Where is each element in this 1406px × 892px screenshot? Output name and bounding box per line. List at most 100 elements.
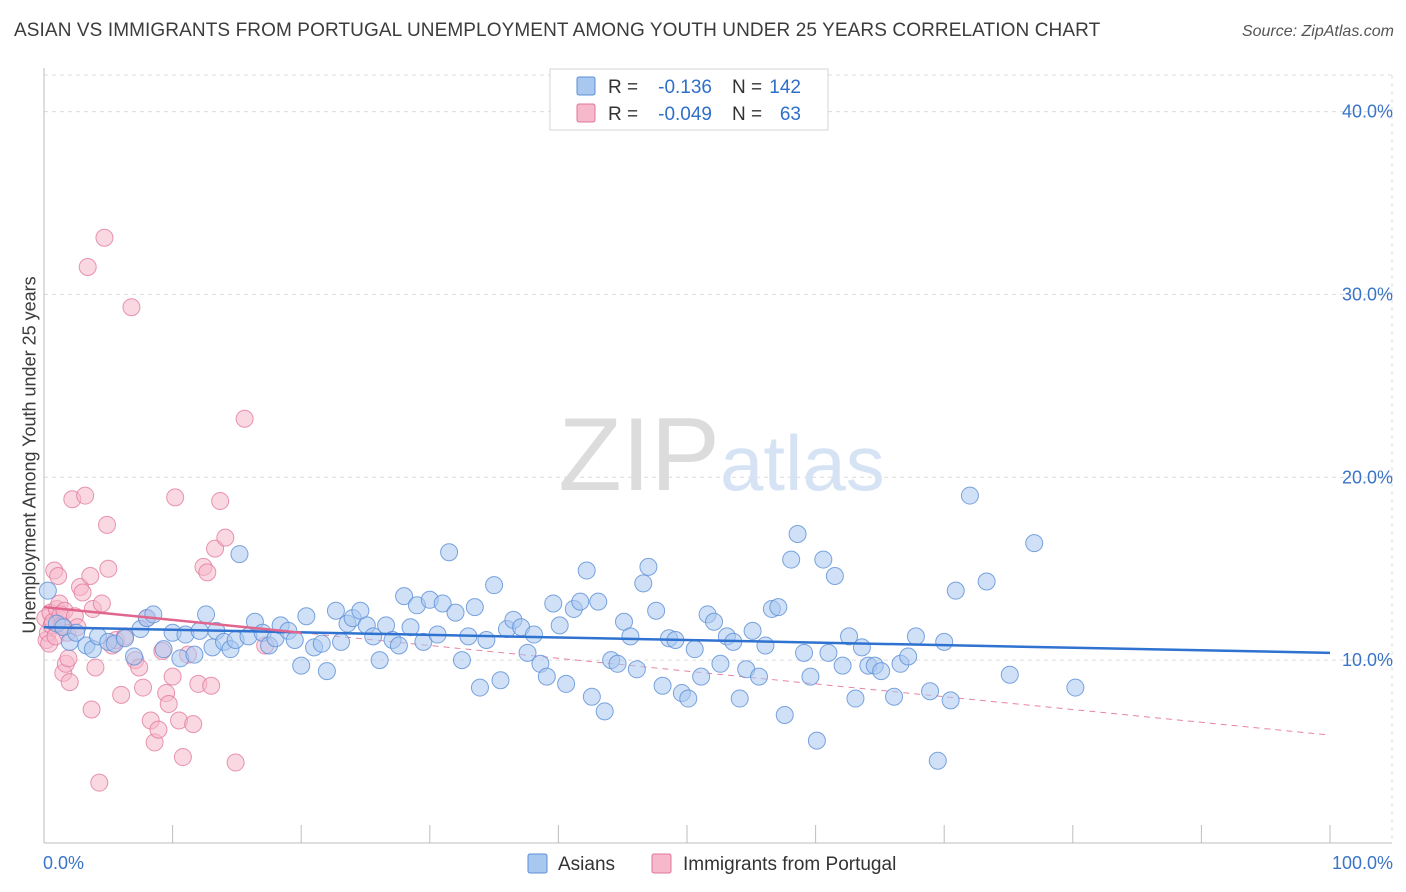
asian-point bbox=[326, 601, 345, 620]
asian-point bbox=[116, 629, 135, 648]
asian-point bbox=[852, 638, 871, 657]
asian-point bbox=[634, 574, 653, 593]
asian-point bbox=[872, 662, 891, 681]
legend-asians-label: Asians bbox=[558, 854, 615, 875]
asian-point bbox=[312, 634, 331, 653]
portugal-trend-line bbox=[43, 605, 302, 634]
portugal-points bbox=[36, 228, 275, 792]
x-tick-label-max: 100.0% bbox=[1332, 853, 1393, 873]
chart-title: ASIAN VS IMMIGRANTS FROM PORTUGAL UNEMPL… bbox=[14, 20, 1101, 41]
portugal-r-label: R = bbox=[608, 104, 638, 125]
asian-point bbox=[1066, 678, 1085, 697]
asian-point bbox=[756, 636, 775, 655]
series-legend: Asians Immigrants from Portugal bbox=[527, 853, 896, 875]
portugal-n-label: N = bbox=[732, 104, 762, 125]
asian-point bbox=[692, 667, 711, 686]
asian-point bbox=[364, 627, 383, 646]
portugal-point bbox=[82, 700, 101, 719]
portugal-point bbox=[198, 563, 217, 582]
asian-point bbox=[977, 572, 996, 591]
portugal-point bbox=[163, 667, 182, 686]
portugal-point bbox=[60, 673, 79, 692]
asian-point bbox=[557, 674, 576, 693]
asian-point bbox=[833, 656, 852, 675]
asian-point bbox=[788, 524, 807, 543]
trend-lines bbox=[43, 605, 1331, 655]
asian-point bbox=[941, 691, 960, 710]
asian-point bbox=[537, 667, 556, 686]
legend-portugal-label: Immigrants from Portugal bbox=[683, 854, 896, 875]
asian-point bbox=[705, 612, 724, 631]
asian-point bbox=[960, 486, 979, 505]
asian-point bbox=[639, 557, 658, 576]
asian-point bbox=[921, 682, 940, 701]
asian-point bbox=[935, 632, 954, 651]
portugal-point bbox=[122, 298, 141, 317]
asian-point bbox=[946, 581, 965, 600]
asian-point bbox=[518, 643, 537, 662]
asian-point bbox=[814, 550, 833, 569]
portugal-n-value: 63 bbox=[780, 104, 801, 125]
asian-swatch bbox=[576, 76, 596, 96]
axes bbox=[43, 68, 1392, 844]
asian-point bbox=[685, 640, 704, 659]
asian-point bbox=[653, 676, 672, 695]
asian-point bbox=[292, 656, 311, 675]
asian-point bbox=[470, 678, 489, 697]
watermark-zip: ZIP bbox=[558, 397, 720, 513]
asian-point bbox=[452, 651, 471, 670]
asian-point bbox=[491, 671, 510, 690]
portugal-point bbox=[206, 539, 225, 558]
asian-point bbox=[899, 647, 918, 666]
asian-point bbox=[782, 550, 801, 569]
asian-point bbox=[185, 645, 204, 664]
asian-point bbox=[395, 587, 414, 606]
portugal-point bbox=[226, 753, 245, 772]
stats-legend: R = -0.136 N = 142 R = -0.049 N = 63 bbox=[549, 68, 829, 131]
asian-point bbox=[446, 603, 465, 622]
asian-trend-line bbox=[43, 625, 1331, 655]
asian-point bbox=[743, 621, 762, 640]
y-tick-label: 10.0% bbox=[1342, 650, 1393, 670]
y-tick-label: 40.0% bbox=[1342, 102, 1393, 122]
asian-point bbox=[647, 601, 666, 620]
asian-point bbox=[332, 632, 351, 651]
legend-asians-swatch bbox=[527, 853, 548, 874]
asian-point bbox=[524, 625, 543, 644]
asian-point bbox=[801, 667, 820, 686]
portugal-point bbox=[78, 258, 97, 276]
asian-point bbox=[846, 689, 865, 708]
portugal-point bbox=[202, 676, 221, 695]
portugal-r-value: -0.049 bbox=[658, 104, 712, 125]
asian-point bbox=[230, 545, 249, 564]
asian-point bbox=[125, 647, 144, 666]
asian-point bbox=[679, 689, 698, 708]
asian-point bbox=[370, 651, 389, 670]
asian-r-value: -0.136 bbox=[658, 77, 712, 98]
asian-r-label: R = bbox=[608, 77, 638, 98]
watermark-atlas: atlas bbox=[720, 419, 885, 507]
x-tick-label-min: 0.0% bbox=[43, 853, 84, 873]
asian-point bbox=[928, 751, 947, 770]
y-tick-label: 20.0% bbox=[1342, 467, 1393, 487]
portugal-point bbox=[81, 567, 100, 586]
asian-point bbox=[38, 581, 57, 600]
portugal-point bbox=[90, 773, 109, 792]
asian-point bbox=[197, 605, 216, 624]
asian-point bbox=[711, 654, 730, 673]
trend-lines-dashed bbox=[301, 632, 1331, 736]
asian-point bbox=[571, 592, 590, 611]
asian-n-label: N = bbox=[732, 77, 762, 98]
asian-point bbox=[577, 561, 596, 580]
portugal-point bbox=[166, 488, 185, 507]
asian-point bbox=[627, 660, 646, 679]
portugal-point bbox=[98, 515, 117, 534]
portugal-swatch bbox=[576, 103, 596, 123]
asian-point bbox=[730, 689, 749, 708]
legend-portugal-swatch bbox=[651, 853, 672, 874]
asian-point bbox=[621, 627, 640, 646]
asian-point bbox=[414, 632, 433, 651]
portugal-point bbox=[173, 748, 192, 767]
portugal-point bbox=[49, 567, 68, 586]
